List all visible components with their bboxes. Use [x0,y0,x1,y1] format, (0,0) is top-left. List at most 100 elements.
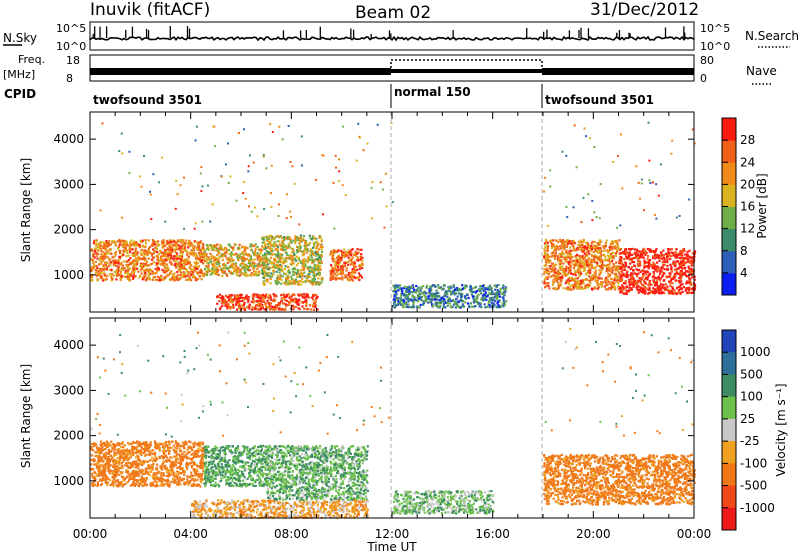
power-cell [170,263,173,266]
power-cell [640,269,643,272]
power-cell [502,305,505,308]
power-cell [173,264,176,267]
power-cell [337,254,340,257]
power-cell [639,286,642,289]
power-cell [463,287,466,290]
power-cell [435,291,438,295]
power-cell [571,259,574,263]
power-cell [122,252,125,255]
power-cell [174,263,177,266]
power-cell [322,213,325,216]
power-cell [113,255,116,258]
power-cell [251,306,254,309]
power-cell [678,262,681,265]
power-cell [150,269,153,272]
power-cell [236,302,239,305]
power-cell [361,259,364,262]
power-cell [260,263,264,267]
power-cell [166,247,169,250]
power-cell [647,291,651,295]
power-cell [570,261,573,264]
power-cell [144,242,148,245]
power-cell [183,243,186,247]
power-cell [648,281,651,284]
power-cell [248,264,252,268]
power-cell [253,307,256,311]
power-cell [688,267,691,270]
power-cell [403,292,406,295]
power-cell [303,252,306,255]
power-cell [93,256,96,259]
power-cell [151,239,155,242]
power-cell [125,249,129,252]
power-cell [256,295,259,299]
power-cell [446,299,450,302]
power-cell [411,284,414,287]
power-cell [248,307,251,310]
power-cell [187,273,190,276]
power-cell [150,217,153,220]
power-cell [629,248,632,251]
power-cell [626,256,629,259]
power-cell [423,294,426,297]
power-cell [497,300,500,303]
power-cell [564,240,567,243]
power-cell [246,268,249,271]
power-cell [278,256,281,259]
power-cell [670,265,673,269]
power-cell [579,267,582,270]
power-cell [593,287,596,290]
power-cell [459,293,462,296]
power-cell [341,272,344,276]
power-cell [467,296,470,300]
power-cell [321,278,324,281]
power-cell [638,276,641,280]
power-cell [310,270,313,273]
power-cell [624,255,628,258]
power-cell [602,281,605,284]
power-cell [303,259,306,263]
power-cell [669,292,673,295]
power-cell [545,243,548,246]
power-cell [303,271,306,274]
power-cell [264,266,268,269]
power-cell [454,288,457,291]
power-cell [478,288,481,292]
power-cell [239,262,243,266]
freq-top-label: 18 [66,54,80,67]
power-cell [270,205,273,208]
power-cell [557,277,560,281]
power-cell [147,264,150,267]
power-cell [619,224,622,227]
power-cell [191,242,194,245]
power-cell [139,274,142,278]
power-cell [593,271,596,274]
power-cell [672,277,675,281]
power-cell [284,308,287,311]
power-cell [126,271,130,274]
power-cell [289,161,292,164]
power-cell [496,306,499,309]
power-cell [172,257,175,261]
power-cell [415,305,418,308]
power-cell [635,248,638,251]
power-cell [100,249,103,253]
power-cell [257,274,260,277]
power-cell [300,164,303,167]
power-cell [490,297,493,300]
power-cell [566,242,569,246]
power-cell [195,278,198,282]
power-cell [217,263,220,266]
power-cell [143,270,147,273]
power-cell [464,284,467,287]
power-cell [459,306,462,309]
power-cell [579,287,583,290]
power-cell [356,256,360,259]
power-cell [555,263,558,266]
power-cell [183,275,187,278]
power-cell [119,240,122,243]
power-cell [291,298,294,301]
power-cell [238,256,241,259]
power-cell [645,261,648,264]
power-cell [100,269,103,272]
